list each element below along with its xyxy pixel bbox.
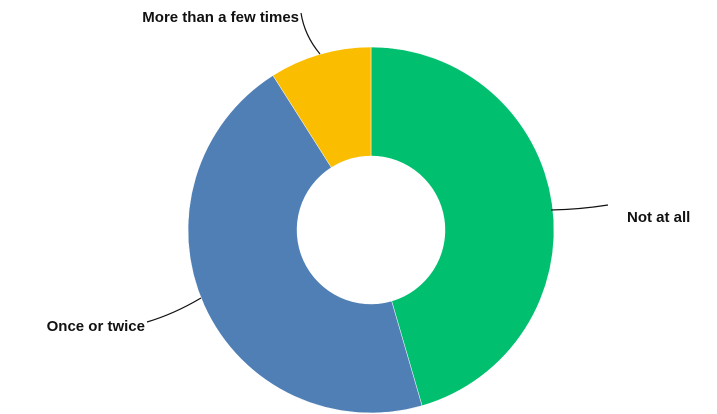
slice-not-at-all [370, 46, 555, 407]
leader-line-not-at-all [550, 204, 609, 211]
label-once-or-twice: Once or twice [47, 318, 145, 335]
leader-line-more-than-a-few-times [300, 12, 321, 55]
leader-lines [146, 12, 609, 323]
donut-slices [187, 46, 555, 414]
label-more-than-a-few-times: More than a few times [142, 9, 299, 26]
slice-once-or-twice [187, 75, 423, 414]
slice-labels: Not at all Once or twice More than a few t… [47, 9, 691, 335]
leader-line-once-or-twice [146, 297, 202, 323]
label-not-at-all: Not at all [627, 209, 690, 226]
slice-more-than-a-few-times [272, 46, 372, 168]
